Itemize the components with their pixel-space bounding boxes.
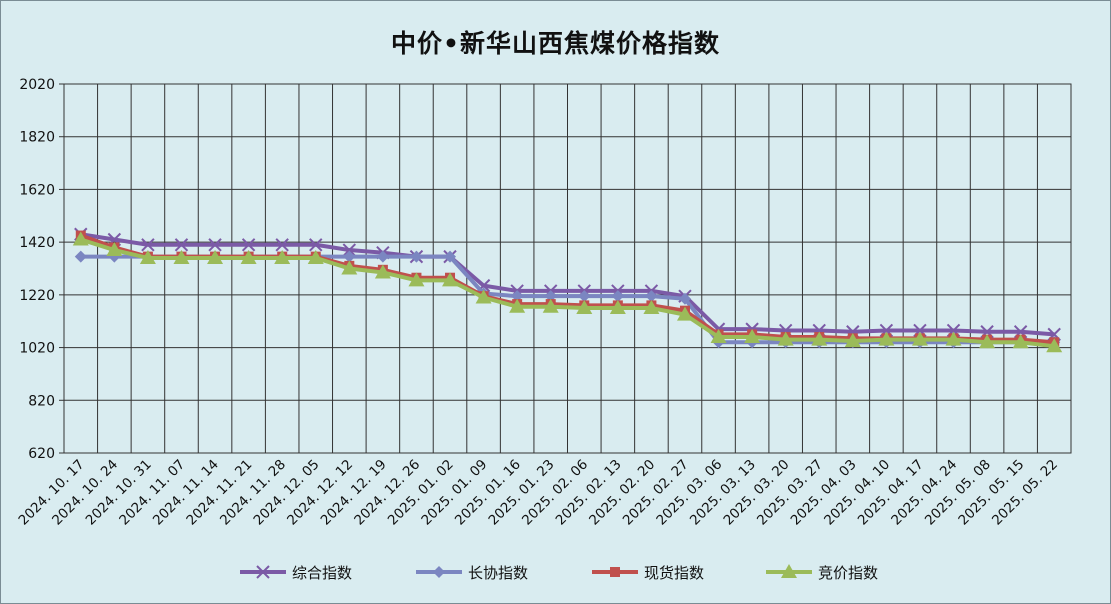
legend-item: 现货指数: [592, 564, 704, 582]
marker-x: [174, 238, 189, 252]
chart-title: 中价•新华山西焦煤价格指数: [391, 29, 720, 58]
marker-triangle: [207, 249, 224, 264]
marker-triangle: [374, 264, 391, 279]
marker-x: [309, 238, 323, 252]
y-tick-label: 1220: [19, 288, 55, 304]
marker-triangle: [945, 331, 962, 346]
marker-triangle: [777, 331, 794, 346]
marker-x: [241, 238, 256, 252]
marker-diamond: [433, 566, 445, 578]
marker-diamond: [578, 290, 591, 303]
marker-triangle: [1012, 334, 1029, 349]
marker-triangle: [274, 249, 291, 264]
marker-triangle: [744, 329, 761, 344]
marker-triangle: [173, 249, 190, 264]
y-tick-label: 1620: [19, 182, 55, 198]
marker-triangle: [509, 298, 526, 313]
series-group: [72, 227, 1063, 353]
legend-label: 综合指数: [292, 564, 352, 582]
marker-triangle: [240, 249, 257, 264]
y-tick-label: 820: [28, 393, 55, 409]
marker-triangle: [542, 298, 559, 313]
grid-lines: [64, 84, 1071, 453]
y-tick-label: 1820: [19, 130, 55, 146]
marker-square: [610, 567, 620, 577]
marker-triangle: [475, 289, 492, 304]
marker-diamond: [611, 290, 624, 303]
marker-triangle: [106, 242, 123, 257]
marker-diamond: [645, 290, 658, 303]
marker-triangle: [811, 331, 828, 346]
y-tick-label: 620: [28, 446, 55, 462]
marker-triangle: [576, 300, 593, 315]
marker-diamond: [410, 250, 423, 263]
marker-x: [208, 238, 222, 252]
marker-x: [342, 243, 357, 257]
series-line: [80, 237, 1055, 349]
marker-diamond: [444, 250, 457, 263]
series-line: [80, 232, 1055, 337]
legend-label: 竞价指数: [818, 564, 878, 582]
y-tick-label: 2020: [19, 77, 55, 93]
marker-triangle: [643, 300, 660, 315]
marker-triangle: [442, 272, 459, 287]
marker-x: [141, 238, 155, 252]
series-triangle: [72, 231, 1063, 353]
marker-triangle: [844, 332, 861, 347]
marker-triangle: [1046, 338, 1063, 353]
marker-triangle: [710, 329, 727, 344]
legend: 综合指数 长协指数 现货指数 竞价指数: [240, 564, 878, 582]
legend-item: 竞价指数: [766, 564, 878, 582]
marker-triangle: [408, 272, 425, 287]
marker-triangle: [781, 564, 797, 578]
marker-triangle: [307, 249, 324, 264]
legend-item: 长协指数: [416, 564, 528, 582]
marker-triangle: [979, 334, 996, 349]
marker-triangle: [911, 331, 928, 346]
marker-x: [275, 238, 289, 252]
marker-triangle: [72, 231, 89, 246]
y-tick-label: 1420: [19, 235, 55, 251]
legend-label: 现货指数: [644, 564, 704, 582]
marker-triangle: [139, 249, 156, 264]
marker-diamond: [74, 250, 87, 263]
legend-item: 综合指数: [240, 564, 352, 582]
marker-x: [256, 565, 270, 579]
marker-triangle: [676, 306, 693, 321]
marker-diamond: [376, 250, 389, 263]
marker-triangle: [341, 260, 358, 275]
y-axis: 620 820 1020 1220 1420 1620 1820 2020: [19, 77, 64, 462]
y-tick-label: 1020: [19, 341, 55, 357]
marker-diamond: [678, 292, 691, 305]
marker-diamond: [343, 250, 356, 263]
marker-triangle: [878, 331, 895, 346]
marker-triangle: [609, 300, 626, 315]
legend-label: 长协指数: [468, 564, 528, 582]
